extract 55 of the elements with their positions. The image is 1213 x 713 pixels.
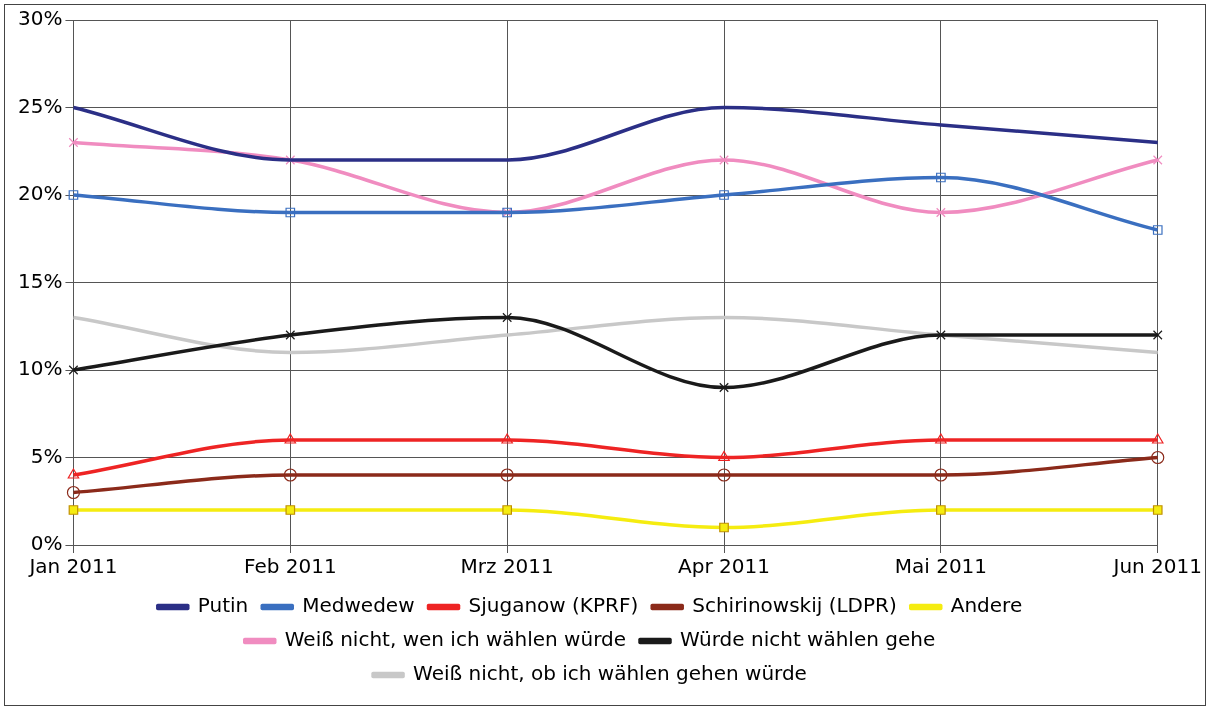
point bbox=[1151, 450, 1165, 465]
x-tick-label: Jan 2011 bbox=[27, 554, 118, 579]
y-tick-label: 20% bbox=[18, 181, 63, 206]
point bbox=[285, 155, 296, 165]
y-tick-label: 0% bbox=[30, 531, 63, 556]
y-tick-label: 15% bbox=[18, 268, 63, 293]
point bbox=[285, 330, 296, 340]
legend-label: Sjuganow (KPRF) bbox=[468, 593, 639, 618]
point bbox=[68, 190, 79, 200]
y-tick-label: 30% bbox=[18, 6, 63, 31]
point bbox=[283, 468, 297, 482]
point bbox=[285, 207, 296, 218]
legend-label: Schirinowskij (LDPR) bbox=[692, 593, 897, 618]
point bbox=[936, 505, 946, 515]
point bbox=[68, 137, 79, 148]
point bbox=[1152, 505, 1163, 515]
legend-label: Putin bbox=[197, 593, 249, 618]
point bbox=[67, 468, 80, 479]
point bbox=[719, 155, 729, 165]
point bbox=[934, 468, 948, 482]
legend-label: Würde nicht wählen gehe bbox=[680, 627, 936, 652]
legend-label: Weiß nicht, ob ich wählen gehen würde bbox=[413, 661, 807, 686]
point bbox=[936, 172, 946, 183]
y-tick-label: 5% bbox=[30, 443, 63, 468]
point bbox=[1152, 225, 1163, 235]
point bbox=[68, 505, 79, 515]
legend-label: Medwedew bbox=[302, 593, 415, 618]
x-tick-label: Mrz 2011 bbox=[460, 554, 554, 579]
x-tick-label: Apr 2011 bbox=[678, 554, 770, 579]
point bbox=[500, 468, 514, 482]
y-tick-label: 10% bbox=[18, 356, 63, 381]
point bbox=[719, 190, 729, 200]
point bbox=[68, 365, 79, 375]
y-tick-label: 25% bbox=[18, 93, 63, 118]
point bbox=[502, 312, 513, 323]
point bbox=[502, 505, 513, 515]
point bbox=[284, 433, 297, 444]
point bbox=[718, 450, 730, 462]
point bbox=[1152, 155, 1163, 165]
point bbox=[501, 433, 513, 444]
x-tick-label: Jun 2011 bbox=[1111, 554, 1202, 579]
legend-label: Weiß nicht, wen ich wählen würde bbox=[284, 627, 627, 652]
point bbox=[935, 433, 947, 444]
point bbox=[936, 330, 946, 340]
point bbox=[1152, 330, 1163, 340]
point bbox=[66, 485, 81, 500]
legend-label: Andere bbox=[950, 593, 1023, 618]
point bbox=[719, 522, 729, 533]
point bbox=[1151, 433, 1164, 444]
point bbox=[719, 382, 729, 393]
x-tick-label: Feb 2011 bbox=[243, 554, 337, 579]
point bbox=[936, 207, 946, 218]
point bbox=[717, 468, 731, 482]
point bbox=[285, 505, 296, 515]
x-tick-label: Mai 2011 bbox=[894, 554, 988, 579]
